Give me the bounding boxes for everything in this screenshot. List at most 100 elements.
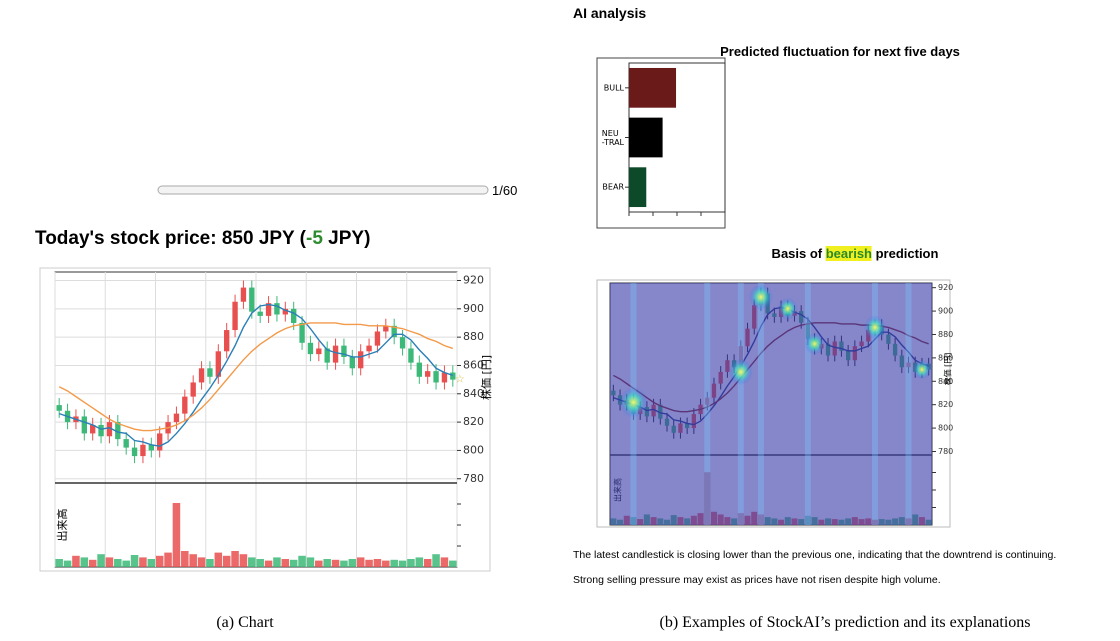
candle-body	[123, 439, 129, 448]
candle-body	[249, 287, 255, 312]
category-label: BULL	[603, 83, 624, 93]
candle-body	[115, 422, 121, 440]
volume-bar	[264, 560, 273, 567]
caption: (b) Examples of StockAI’s prediction and…	[659, 614, 1031, 631]
moving-average	[58, 303, 454, 447]
volume-bar	[248, 557, 256, 567]
y-tick-label: 920	[463, 273, 484, 286]
candle-body	[182, 396, 188, 414]
volume-bar	[382, 560, 390, 567]
y-tick-label: 820	[463, 415, 484, 428]
explanation: The latest candlestick is closing lower …	[573, 549, 1057, 561]
volume-bar	[139, 557, 147, 567]
candle-body	[98, 424, 104, 437]
category-label: BEAR	[602, 182, 624, 192]
candle-body	[90, 424, 96, 434]
candle-body	[198, 368, 205, 383]
bar	[629, 67, 677, 108]
candle-body	[366, 345, 372, 352]
volume-bar	[423, 559, 432, 567]
volume-bar	[289, 559, 298, 567]
volume-bar	[298, 555, 306, 567]
volume-bar	[88, 559, 97, 567]
last-marker: ☆	[455, 373, 465, 386]
heat-spot	[777, 297, 798, 320]
y-tick-label: 880	[938, 330, 953, 339]
volume-bar	[356, 557, 365, 567]
title-part: Today's stock price: 850 JPY (	[35, 228, 306, 249]
chart-frame	[39, 267, 491, 572]
volume-bar	[189, 554, 197, 567]
candle-body	[240, 287, 247, 302]
y-tick-label: 820	[938, 400, 953, 409]
volume-bar	[340, 560, 348, 567]
candle-body	[299, 322, 305, 343]
explanation: Strong selling pressure may exist as pri…	[573, 574, 941, 586]
candle-body	[399, 337, 406, 349]
volume-bar	[231, 551, 239, 567]
y-tick-label: 860	[463, 358, 484, 371]
volume-bar	[281, 559, 290, 567]
candle-body	[265, 303, 272, 316]
candle-body	[157, 433, 163, 451]
heat-spot	[619, 386, 648, 418]
volume-bar	[273, 557, 281, 567]
moving-average	[58, 322, 454, 432]
heat-spot	[912, 359, 931, 380]
volume-bar	[114, 559, 122, 567]
attention-stripe	[704, 283, 711, 525]
candle-body	[450, 372, 456, 380]
caption: (a) Chart	[216, 614, 274, 631]
candle-body	[408, 348, 414, 363]
volume-bar	[164, 552, 172, 567]
candle-body	[140, 444, 146, 457]
volume-bar	[63, 560, 72, 567]
candle-body	[224, 330, 230, 352]
attention-stripe	[804, 283, 811, 525]
volume-bar	[449, 560, 457, 567]
category-label: NEU -TRAL	[601, 128, 624, 147]
volume-bar	[348, 559, 357, 567]
candle-body	[433, 371, 439, 383]
highlight: bearish	[825, 246, 872, 261]
candle-body	[215, 351, 221, 377]
candle-body	[307, 342, 314, 355]
title-part: prediction	[871, 246, 939, 261]
volume-bar	[398, 560, 407, 567]
heat-spot	[728, 358, 753, 386]
candle-body	[291, 308, 297, 323]
candle-body	[332, 345, 339, 363]
slider-track[interactable]	[157, 185, 489, 195]
volume-bar	[256, 559, 264, 567]
candle-body	[324, 348, 330, 363]
title-part: JPY)	[322, 228, 371, 249]
y-tick-label: 840	[463, 387, 484, 400]
candle-body	[341, 345, 347, 357]
price-change: -5	[306, 228, 323, 249]
candle-body	[391, 325, 397, 338]
candle-body	[441, 372, 448, 383]
volume-bar	[407, 559, 415, 567]
candle-body	[316, 348, 322, 355]
heatmap-frame	[596, 279, 951, 528]
y-tick-label: 780	[463, 472, 484, 485]
y-tick-label: 840	[938, 377, 953, 386]
volume-bar	[105, 557, 114, 567]
volume-bar	[197, 557, 206, 567]
volume-bar	[55, 559, 63, 567]
candle-body	[207, 368, 213, 377]
candle-body	[358, 351, 364, 369]
volume-bar	[206, 559, 214, 567]
heat-spot	[804, 332, 825, 355]
volume-bar	[323, 559, 331, 567]
y-tick-label: 900	[938, 307, 953, 316]
volume-bar	[239, 554, 248, 567]
volume-bar	[315, 560, 323, 567]
candle-body	[416, 362, 422, 377]
volume-bar	[222, 555, 231, 567]
heatmap-title: Basis of bearish prediction	[772, 246, 939, 261]
volume-bar	[331, 559, 340, 567]
candle-body	[349, 356, 355, 369]
y-tick-label: 860	[938, 353, 953, 362]
